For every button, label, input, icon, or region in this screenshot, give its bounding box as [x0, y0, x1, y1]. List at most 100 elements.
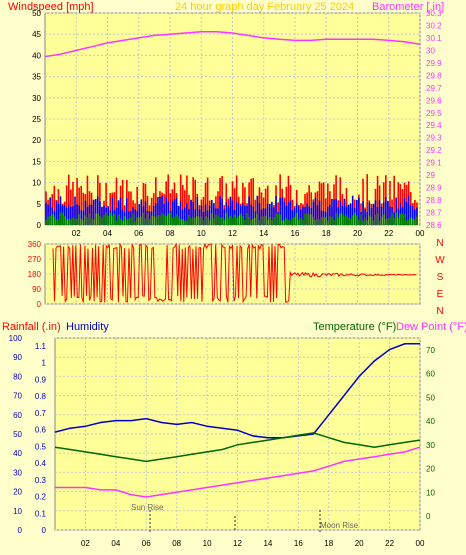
rain-tick-label: 0.3: [35, 476, 47, 485]
rainfall-axis-title: Rainfall (.in): [2, 321, 61, 333]
wind-tick-label: 20: [32, 136, 41, 145]
humidity-tick-label: 50: [13, 430, 22, 439]
direction-letter: N: [436, 238, 443, 249]
dir-tick-label: 0: [37, 300, 42, 309]
x-tick-label-bottom: 02: [81, 539, 90, 548]
x-tick-label-bottom: 16: [294, 539, 303, 548]
wind-tick-label: 45: [32, 30, 41, 39]
direction-letter: N: [436, 306, 443, 317]
wind-tick-label: 25: [32, 115, 41, 124]
x-tick-label-bottom: 14: [263, 539, 272, 548]
barometer-line: [44, 30, 421, 58]
baro-tick-label: 28.6: [426, 221, 442, 230]
baro-tick-label: 30: [426, 46, 435, 55]
temp-tick-label: 30: [426, 441, 435, 450]
sun-rise-label: Sun Rise: [131, 503, 164, 512]
wind-tick-label: 15: [32, 157, 41, 166]
baro-tick-label: 29.8: [426, 71, 442, 80]
x-tick-label-top: 10: [197, 229, 206, 238]
humidity-tick-label: 90: [13, 353, 22, 362]
baro-tick-label: 28.7: [426, 209, 442, 218]
rain-tick-label: 0.1: [35, 509, 47, 518]
baro-tick-label: 29.4: [426, 121, 442, 130]
x-tick-label-bottom: 20: [355, 539, 364, 548]
rain-tick-label: 0.7: [35, 409, 47, 418]
humidity-tick-label: 100: [9, 334, 23, 343]
baro-tick-label: 28.9: [426, 184, 442, 193]
baro-tick-label: 29.6: [426, 96, 442, 105]
humidity-tick-label: 40: [13, 449, 22, 458]
temp-tick-label: 50: [426, 393, 435, 402]
direction-letter: E: [437, 289, 444, 300]
rain-tick-label: 0.5: [35, 442, 47, 451]
x-tick-label-top: 04: [103, 229, 112, 238]
x-tick-label-top: 14: [259, 229, 268, 238]
baro-tick-label: 29.9: [426, 59, 442, 68]
x-tick-label-bottom: 12: [233, 539, 242, 548]
moon-rise-label: Moon Rise: [320, 521, 359, 530]
rain-tick-label: 0.9: [35, 375, 47, 384]
temperature-line: [54, 432, 421, 463]
humidity-tick-label: 20: [13, 488, 22, 497]
temp-tick-label: 20: [426, 465, 435, 474]
x-tick-label-top: 06: [134, 229, 143, 238]
wind-tick-label: 30: [32, 94, 41, 103]
x-tick-label-bottom: 22: [385, 539, 394, 548]
dir-tick-label: 360: [28, 240, 42, 249]
x-tick-label-top: 08: [166, 229, 175, 238]
wind-tick-label: 40: [32, 51, 41, 60]
baro-tick-label: 28.8: [426, 196, 442, 205]
humidity-tick-label: 80: [13, 372, 22, 381]
humidity-tick-label: 0: [18, 526, 23, 535]
wind-tick-label: 0: [37, 221, 42, 230]
baro-tick-label: 30.1: [426, 34, 442, 43]
baro-tick-label: 29.3: [426, 134, 442, 143]
wind-tick-label: 50: [32, 9, 41, 18]
dewpoint-axis-title: Dew Point (°F): [396, 321, 466, 333]
temp-tick-label: 70: [426, 346, 435, 355]
humidity-tick-label: 10: [13, 507, 22, 516]
x-tick-label-top: 16: [291, 229, 300, 238]
rain-tick-label: 0.8: [35, 392, 47, 401]
windspeed-axis-title: Windspeed [mph]: [8, 1, 94, 13]
x-tick-label-bottom: 18: [324, 539, 333, 548]
barometer-axis-title: Barometer [.in]: [372, 1, 444, 13]
x-tick-label-bottom: 08: [172, 539, 181, 548]
rain-tick-label: 0: [42, 526, 47, 535]
wind-tick-label: 5: [37, 200, 42, 209]
baro-tick-label: 29: [426, 171, 435, 180]
chart-title: 24 hour graph day February 25 2024: [175, 1, 354, 13]
humidity-line: [54, 343, 420, 439]
x-tick-label-top: 12: [228, 229, 237, 238]
x-tick-label-bottom: 00: [416, 539, 425, 548]
x-tick-label-top: 18: [322, 229, 331, 238]
rain-tick-label: 0.4: [35, 459, 47, 468]
dir-tick-label: 270: [28, 255, 42, 264]
direction-line: [52, 242, 417, 304]
rain-tick-label: 1.1: [35, 342, 47, 351]
rain-tick-label: 1: [42, 359, 47, 368]
x-tick-label-top: 00: [416, 229, 425, 238]
baro-tick-label: 29.5: [426, 109, 442, 118]
direction-letter: S: [437, 272, 444, 283]
temp-tick-label: 0: [426, 512, 431, 521]
temperature-axis-title: Temperature (°F): [313, 321, 396, 333]
series-layer: [44, 30, 421, 498]
x-tick-label-top: 20: [353, 229, 362, 238]
temp-tick-label: 40: [426, 417, 435, 426]
humidity-tick-label: 30: [13, 468, 22, 477]
rain-tick-label: 0.2: [35, 493, 47, 502]
humidity-tick-label: 60: [13, 411, 22, 420]
humidity-axis-title: Humidity: [66, 321, 109, 333]
direction-letter: W: [435, 255, 445, 266]
dir-tick-label: 90: [32, 285, 41, 294]
wind-tick-label: 10: [32, 179, 41, 188]
x-tick-label-bottom: 04: [111, 539, 120, 548]
rain-tick-label: 0.6: [35, 426, 47, 435]
dir-tick-label: 180: [28, 270, 42, 279]
baro-tick-label: 29.7: [426, 84, 442, 93]
x-tick-label-top: 22: [384, 229, 393, 238]
